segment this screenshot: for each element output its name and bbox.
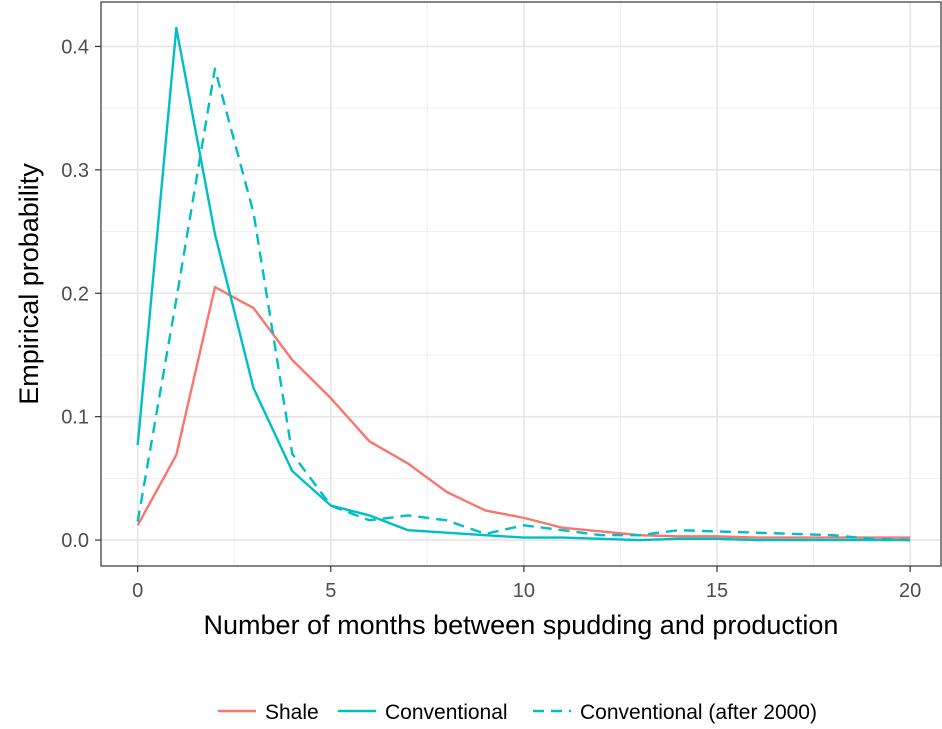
legend-label-1: Shale [265,701,319,724]
x-axis: 0 5 10 15 20 [132,566,921,602]
x-axis-title: Number of months between spudding and pr… [204,610,839,640]
y-tick-label: 0.0 [61,530,89,552]
legend: Shale Conventional Conventional (after 200… [218,701,817,724]
y-tick-label: 0.3 [61,160,89,182]
series-line-2 [136,26,911,542]
y-axis: 0.0 0.1 0.2 0.3 0.4 [61,36,101,552]
legend-label-3: Conventional (after 2000) [580,701,817,724]
series-line-1 [136,285,911,539]
y-tick-label: 0.2 [61,283,89,305]
y-tick-label: 0.1 [61,407,89,429]
x-tick-label: 10 [513,580,535,602]
series-lines [136,26,911,542]
major-gridlines [101,2,941,566]
x-tick-label: 5 [325,580,336,602]
minor-gridlines [101,2,941,566]
legend-label-2: Conventional [385,701,508,724]
panel-border [100,1,942,567]
y-tick-label: 0.4 [61,36,89,58]
x-tick-label: 20 [899,580,921,602]
series-line-3 [136,67,911,542]
x-tick-label: 15 [706,580,728,602]
x-tick-label: 0 [132,580,143,602]
y-axis-title: Empirical probability [14,163,44,405]
